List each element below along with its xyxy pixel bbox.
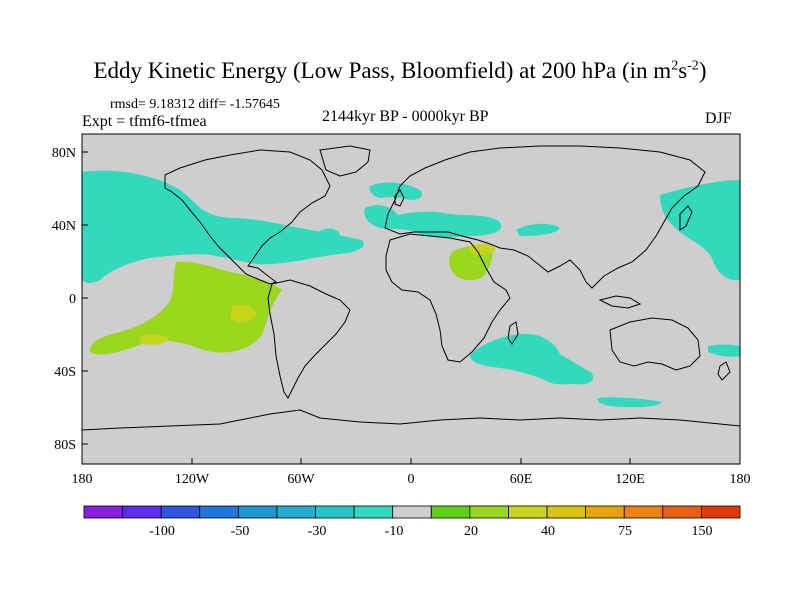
lat-label: 0 [69, 292, 76, 307]
lon-label: 120E [615, 472, 645, 487]
colorbar-label: 20 [464, 524, 478, 539]
lat-label: 80S [54, 438, 76, 453]
colorbar-swatch [585, 505, 625, 519]
lon-label: 60E [510, 472, 533, 487]
lon-label: 180 [730, 472, 751, 487]
coastline-africa [385, 233, 511, 363]
lat-label: 80N [52, 146, 76, 161]
colorbar-swatch [83, 505, 123, 519]
colorbar-swatch [508, 505, 548, 519]
negative-region-mid-atlantic [318, 228, 340, 241]
stats-label: rmsd= 9.18312 diff= -1.57645 [110, 97, 280, 112]
lon-label: 180 [72, 472, 93, 487]
negative-region-south-pacific [708, 344, 740, 357]
coastline-eurasia [384, 145, 706, 289]
positive-region-pacific-core [230, 304, 256, 323]
negative-region-europe [364, 205, 502, 238]
coastline-madagascar [507, 321, 519, 345]
colorbar-swatch [701, 505, 741, 519]
colorbar-label: -100 [149, 524, 175, 539]
colorbar-swatch [237, 505, 278, 519]
lon-label: 0 [408, 472, 415, 487]
season-label: DJF [705, 110, 732, 127]
colorbar-swatch [276, 505, 316, 519]
colorbar-swatch [469, 505, 509, 519]
lat-label: 40S [54, 365, 76, 380]
colorbar-swatch [546, 505, 587, 519]
positive-region-arabia [470, 243, 496, 255]
colorbar-label: 150 [692, 524, 713, 539]
colorbar-swatch [392, 505, 432, 519]
colorbar-label: -30 [308, 524, 327, 539]
colorbar-swatch [353, 505, 394, 519]
coastline-south-america [267, 279, 351, 399]
negative-region-atlantic-north [369, 182, 422, 200]
title-text: Eddy Kinetic Energy (Low Pass, Bloomfiel… [93, 58, 672, 83]
period-label: 2144kyr BP - 0000kyr BP [322, 108, 489, 125]
colorbar-swatch [199, 505, 239, 519]
lat-label: 40N [52, 219, 76, 234]
coastline-uk [394, 189, 405, 207]
colorbar-label: 75 [618, 524, 632, 539]
colorbar-swatch [623, 505, 664, 519]
colorbar-label: 40 [541, 524, 555, 539]
colorbar-swatch [122, 505, 162, 519]
latitude-axis: 80N 40N 0 40S 80S [52, 146, 88, 453]
colorbar-label: -10 [385, 524, 404, 539]
colorbar-swatch [160, 505, 201, 519]
colorbar-swatch [315, 505, 355, 519]
negative-region-south-indian [470, 333, 594, 385]
coastline-japan [679, 205, 693, 231]
positive-region-pacific-south-core [140, 333, 168, 345]
title-close: ) [698, 58, 707, 83]
lon-label: 120W [175, 472, 210, 487]
coastline-north-america [164, 149, 331, 285]
negative-region-pacific-east [660, 180, 740, 281]
title-unit-s: s [678, 58, 688, 83]
experiment-label: Expt = tfmf6-tfmea [82, 113, 207, 130]
coastline-indonesia [598, 295, 642, 309]
colorbar-label: -50 [231, 524, 250, 539]
colorbar [83, 505, 741, 519]
title-exponent-1: 2 [671, 58, 679, 74]
negative-region-southern-ocean [597, 397, 662, 408]
lon-label: 60W [287, 472, 315, 487]
title-exponent-2: -2 [687, 58, 699, 74]
longitude-axis: 180 120W 60W 0 60E 120E 180 [72, 458, 751, 487]
negative-region-mediterranean-east [516, 223, 560, 236]
coastline-new-zealand [717, 361, 731, 381]
negative-region-north-pacific-2 [148, 229, 192, 245]
coastline-greenland [319, 145, 371, 177]
negative-region-north-pacific [82, 170, 364, 283]
anomaly-fields [82, 170, 740, 408]
coastline-antarctica [82, 409, 740, 431]
colorbar-labels: -100 -50 -30 -10 20 40 75 150 [149, 524, 712, 539]
coastlines [82, 145, 740, 431]
plot-title: Eddy Kinetic Energy (Low Pass, Bloomfiel… [0, 58, 800, 84]
coastline-australia [609, 317, 701, 371]
colorbar-swatch [662, 505, 702, 519]
colorbar-swatch [430, 505, 471, 519]
positive-region-pacific-tropics [89, 261, 282, 355]
